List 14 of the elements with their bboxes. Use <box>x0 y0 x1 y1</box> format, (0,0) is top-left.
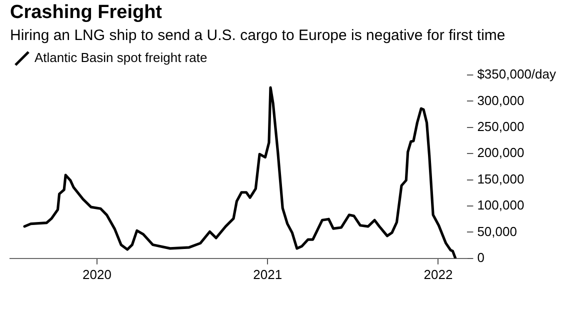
x-tick-label: 2020 <box>82 266 112 282</box>
y-tick-label: $350,000/day <box>477 66 556 82</box>
y-tick-label: 0 <box>477 250 484 265</box>
chart-title: Crashing Freight <box>10 2 162 24</box>
y-tick-label: 200,000 <box>477 145 524 160</box>
legend-label: Atlantic Basin spot freight rate <box>34 50 208 66</box>
chart-subtitle: Hiring an LNG ship to send a U.S. cargo to Europe is negative for first time <box>10 27 506 44</box>
y-tick-label: 250,000 <box>477 118 524 134</box>
x-tick-label: 2021 <box>253 266 282 282</box>
y-tick-label: 50,000 <box>477 224 517 239</box>
y-tick-label: 100,000 <box>477 198 524 213</box>
y-tick-label: 150,000 <box>477 171 524 186</box>
y-tick-label: 300,000 <box>477 92 524 108</box>
x-tick-label: 2022 <box>424 266 453 282</box>
